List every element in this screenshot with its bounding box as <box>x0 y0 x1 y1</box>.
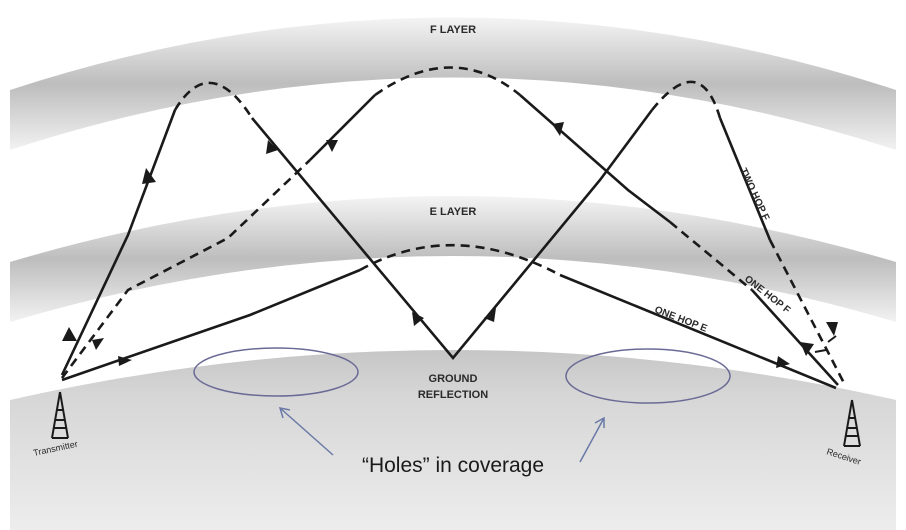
receiver-tower-icon <box>843 399 861 447</box>
arrowhead-two-hop-start <box>62 327 77 341</box>
annotation-arrow-left <box>278 407 334 456</box>
f-layer-label: F LAYER <box>430 24 476 36</box>
arrowhead-one-hop-e-start <box>118 356 132 366</box>
arrowhead-one-hop-f-down <box>552 122 564 136</box>
arrowhead-two-hop-down <box>266 140 278 154</box>
arrowhead-ground-down <box>412 312 424 326</box>
arrowhead-two-hop-end <box>826 322 838 336</box>
receiver-ticks <box>814 335 837 353</box>
ground-reflection-label-line1: GROUND <box>429 373 478 385</box>
e-layer-band <box>10 196 896 322</box>
arrowhead-ground-up <box>484 308 496 322</box>
path-arrowheads <box>62 122 838 368</box>
two-hop-f-path <box>60 80 847 386</box>
one-hop-e-label: ONE HOP E <box>653 305 709 335</box>
annotation-arrow-right <box>579 416 605 463</box>
coverage-hole-ellipse-left <box>193 347 359 397</box>
two-hop-f-label: TWO HOP F <box>737 167 771 223</box>
arrowhead-one-hop-f-end <box>800 342 814 356</box>
ground-surface <box>10 350 896 530</box>
f-layer-band <box>10 17 896 150</box>
arrowhead-one-hop-f-start <box>92 338 104 350</box>
ground-reflection-label-line2: REFLECTION <box>418 389 488 401</box>
coverage-hole-ellipse-right <box>565 348 731 404</box>
arrowhead-one-hop-f-up <box>326 140 338 152</box>
e-layer-label: E LAYER <box>430 206 477 218</box>
arrowhead-two-hop-up <box>142 168 156 184</box>
arrowhead-one-hop-e-end <box>776 356 790 368</box>
holes-caption: “Holes” in coverage <box>362 454 544 477</box>
transmitter-tower-icon <box>51 391 69 439</box>
